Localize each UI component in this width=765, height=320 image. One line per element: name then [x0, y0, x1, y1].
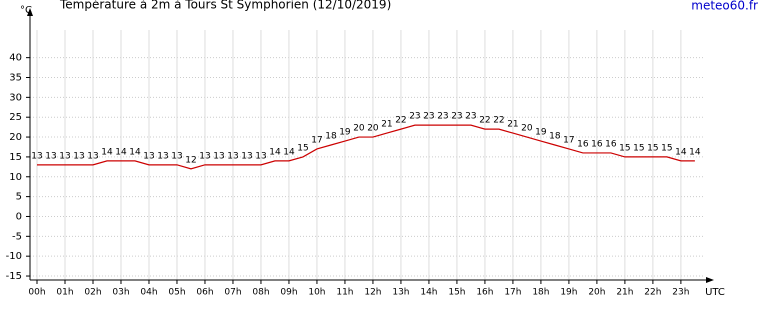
y-tick-label: 10	[9, 172, 22, 183]
data-label: 14	[675, 147, 687, 157]
data-label: 23	[423, 112, 434, 122]
x-tick-label: 11h	[336, 288, 353, 298]
data-label: 16	[577, 139, 589, 149]
data-label: 14	[115, 147, 127, 157]
x-tick-label: 09h	[280, 288, 297, 298]
data-label: 15	[297, 143, 308, 153]
y-tick-label: 20	[9, 132, 22, 143]
x-tick-label: 19h	[560, 288, 577, 298]
data-label: 13	[143, 151, 154, 161]
data-label: 19	[535, 128, 547, 138]
data-label: 20	[521, 124, 533, 134]
x-tick-label: 06h	[196, 288, 213, 298]
data-label: 23	[465, 112, 476, 122]
data-label: 18	[549, 132, 561, 142]
data-label: 13	[227, 151, 238, 161]
y-tick-label: 30	[9, 92, 22, 103]
data-label: 23	[409, 112, 420, 122]
data-label: 20	[367, 124, 379, 134]
data-label: 13	[255, 151, 266, 161]
data-label: 15	[661, 143, 672, 153]
x-arrow	[706, 277, 714, 283]
data-label: 16	[591, 139, 603, 149]
data-label: 13	[241, 151, 252, 161]
data-label: 13	[45, 151, 56, 161]
data-label: 14	[283, 147, 295, 157]
data-label: 16	[605, 139, 617, 149]
data-label: 14	[269, 147, 281, 157]
data-label: 15	[633, 143, 644, 153]
data-label: 22	[493, 116, 504, 126]
x-tick-label: 21h	[616, 288, 633, 298]
y-tick-label: -10	[6, 251, 22, 262]
data-label: 20	[353, 124, 365, 134]
y-tick-label: 35	[9, 73, 22, 84]
x-tick-label: 22h	[644, 288, 661, 298]
data-label: 22	[395, 116, 406, 126]
x-tick-label: 10h	[308, 288, 325, 298]
data-label: 14	[101, 147, 113, 157]
data-label: 19	[339, 128, 351, 138]
data-label: 13	[73, 151, 84, 161]
data-label: 13	[171, 151, 182, 161]
x-tick-label: 17h	[504, 288, 521, 298]
x-tick-label: 02h	[84, 288, 101, 298]
x-tick-label: 04h	[140, 288, 157, 298]
x-tick-label: 16h	[476, 288, 493, 298]
data-label: 22	[479, 116, 490, 126]
y-tick-label: 5	[16, 192, 22, 203]
x-tick-label: 20h	[588, 288, 605, 298]
chart-title: Température à 2m à Tours St Symphorien (…	[59, 0, 391, 12]
x-tick-label: 00h	[28, 288, 45, 298]
y-tick-label: 0	[16, 211, 22, 222]
x-tick-label: 14h	[420, 288, 437, 298]
data-label: 17	[311, 135, 322, 145]
data-label: 13	[199, 151, 210, 161]
x-tick-label: 18h	[532, 288, 549, 298]
x-axis-label: UTC	[705, 287, 725, 298]
data-label: 15	[647, 143, 658, 153]
x-tick-label: 08h	[252, 288, 269, 298]
data-label: 14	[129, 147, 141, 157]
y-axis-label: °C	[20, 5, 32, 16]
y-tick-label: 15	[9, 152, 22, 163]
plot: 13 13 13 13 13 14 14 14 13 13 13 12 13 13 13 13 13 14 14 15…	[31, 112, 701, 170]
x-tick-label: 12h	[364, 288, 381, 298]
y-tick-label: 40	[9, 53, 22, 64]
data-label: 17	[563, 135, 574, 145]
data-label: 13	[87, 151, 98, 161]
data-label: 23	[451, 112, 462, 122]
data-label: 12	[185, 155, 196, 165]
data-label: 15	[619, 143, 630, 153]
y-tick-label: 25	[9, 112, 22, 123]
data-label: 13	[157, 151, 168, 161]
x-tick-label: 01h	[56, 288, 73, 298]
x-tick-label: 05h	[168, 288, 185, 298]
y-tick-label: -15	[6, 271, 22, 282]
x-tick-label: 07h	[224, 288, 241, 298]
data-label: 13	[213, 151, 224, 161]
y-arrow	[27, 8, 33, 16]
data-label: 14	[689, 147, 701, 157]
data-label: 13	[31, 151, 42, 161]
data-label: 21	[507, 120, 518, 130]
data-label: 23	[437, 112, 448, 122]
temperature-line	[36, 124, 695, 170]
data-label: 18	[325, 132, 337, 142]
x-tick-label: 03h	[112, 288, 129, 298]
data-label: 13	[59, 151, 70, 161]
x-tick-label: 15h	[448, 288, 465, 298]
y-tick-label: -5	[12, 231, 22, 242]
source-link[interactable]: meteo60.fr	[691, 0, 758, 13]
data-label: 21	[381, 120, 392, 130]
x-tick-label: 23h	[672, 288, 689, 298]
x-tick-label: 13h	[392, 288, 409, 298]
